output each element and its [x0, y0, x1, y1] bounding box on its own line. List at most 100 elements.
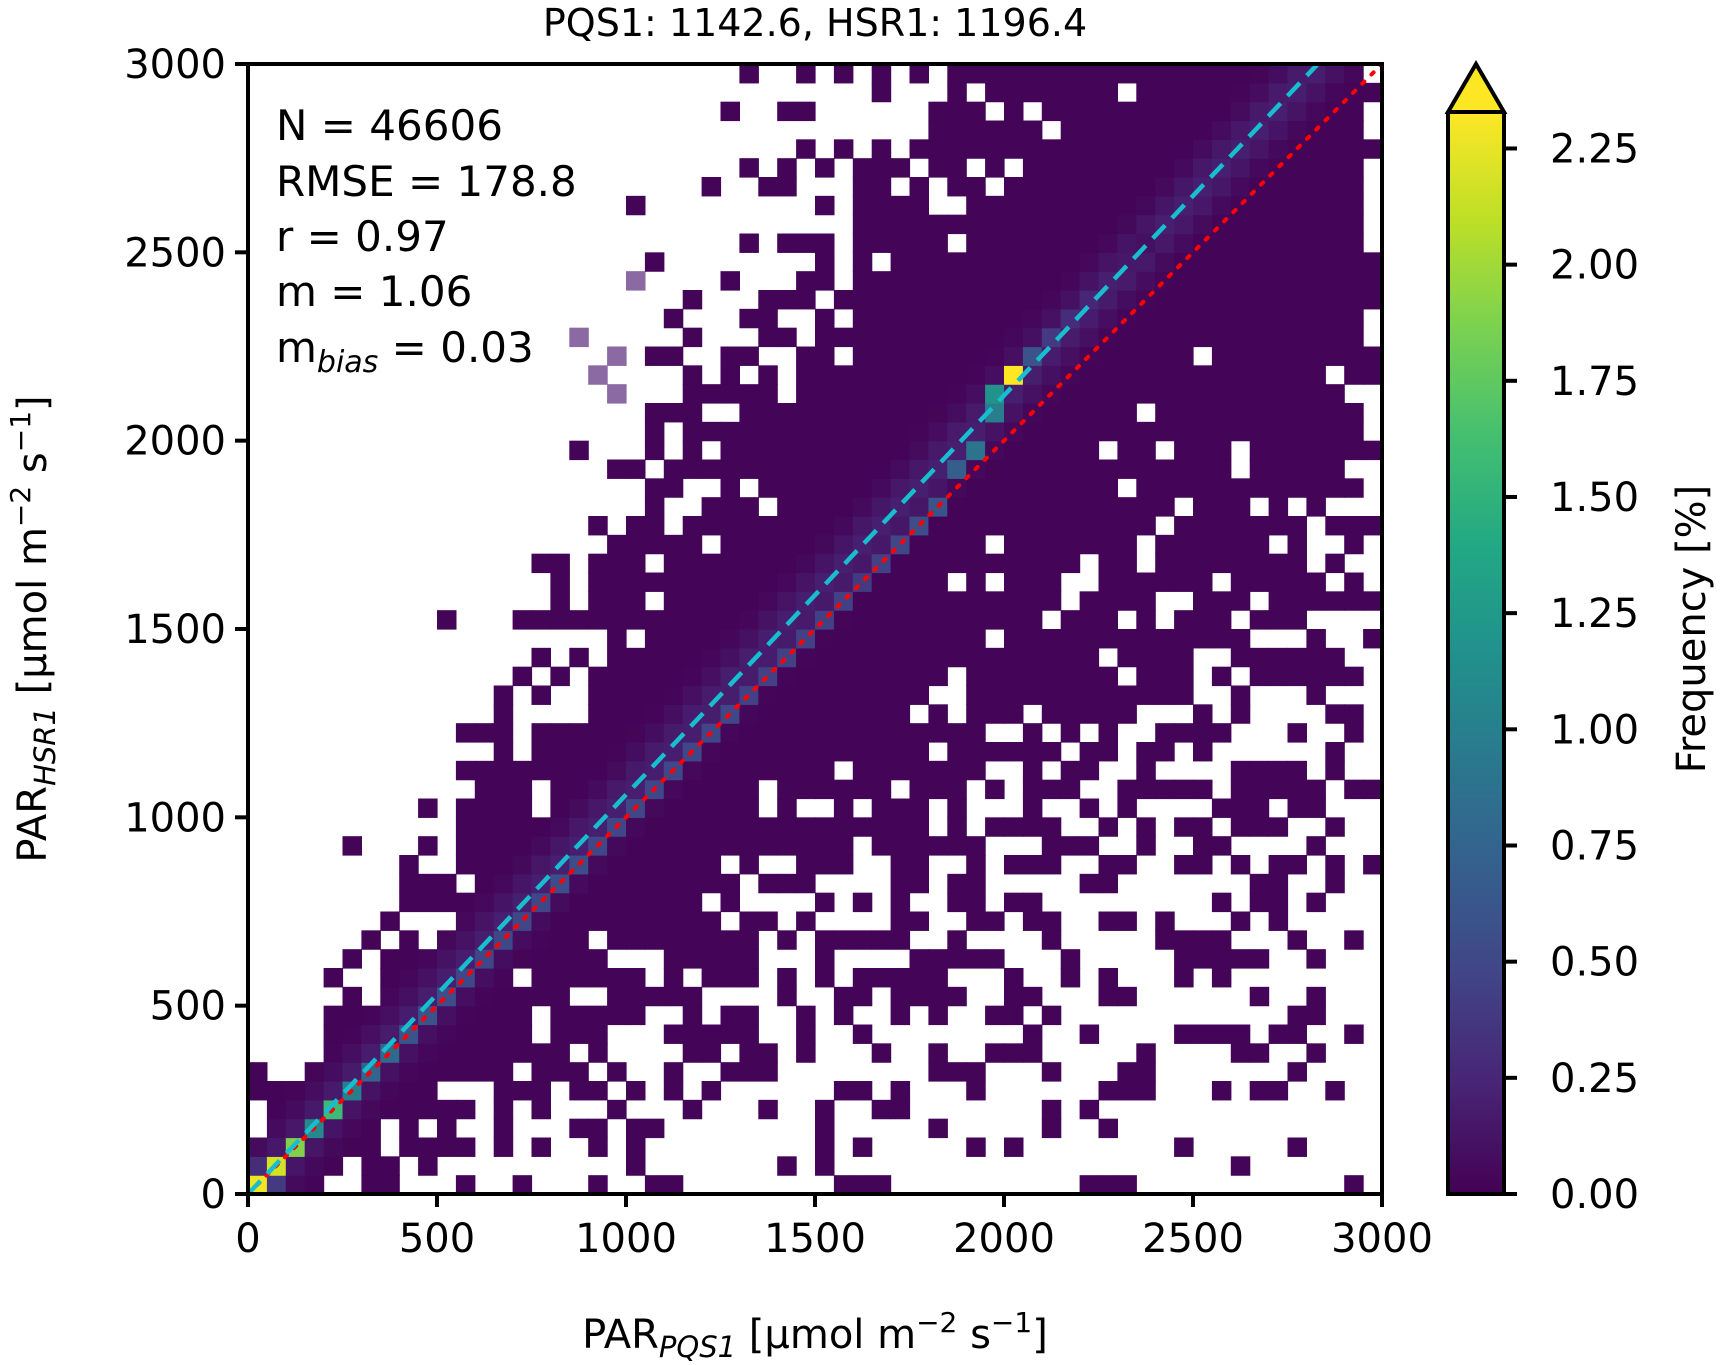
heatmap-cell — [1098, 534, 1118, 555]
heatmap-cell — [418, 873, 438, 894]
heatmap-cell — [399, 1099, 419, 1120]
heatmap-cell — [1193, 704, 1213, 724]
heatmap-cell — [852, 308, 873, 329]
heatmap-cell — [1060, 779, 1081, 800]
heatmap-cell — [1249, 440, 1270, 461]
heatmap-cell — [361, 1005, 381, 1026]
heatmap-cell — [1022, 195, 1043, 216]
heatmap-cell — [852, 742, 873, 762]
heatmap-cell — [947, 760, 967, 781]
colorbar-tick-label: 1.75 — [1550, 359, 1639, 405]
heatmap-cell — [1022, 572, 1043, 592]
heatmap-cell — [1193, 723, 1213, 743]
heatmap-cell — [644, 911, 665, 931]
heatmap-cell — [909, 271, 929, 291]
heatmap-cell — [474, 892, 495, 913]
heatmap-cell — [1022, 421, 1043, 442]
heatmap-cell — [777, 233, 797, 253]
heatmap-cell — [871, 647, 892, 668]
heatmap-cell — [985, 742, 1005, 762]
heatmap-cell — [437, 892, 457, 913]
heatmap-cell — [947, 82, 967, 103]
heatmap-cell — [796, 836, 816, 856]
heatmap-cell — [1004, 968, 1024, 988]
heatmap-cell — [607, 798, 627, 818]
heatmap-cell — [1249, 214, 1270, 235]
heatmap-cell — [1117, 290, 1137, 310]
heatmap-cell — [682, 1099, 703, 1120]
heatmap-cell — [966, 949, 986, 969]
y-tick-label: 0 — [201, 1172, 226, 1218]
heatmap-cell — [701, 911, 722, 931]
heatmap-cell — [815, 327, 835, 348]
heatmap-cell — [1193, 855, 1213, 875]
heatmap-cell — [1268, 101, 1289, 122]
heatmap-cell — [1117, 403, 1137, 423]
heatmap-cell — [1004, 195, 1024, 216]
heatmap-cell — [512, 779, 533, 800]
heatmap-cell — [1193, 327, 1213, 348]
heatmap-cell — [758, 572, 778, 592]
heatmap-cell — [947, 723, 967, 743]
heatmap-cell — [1098, 1118, 1118, 1139]
heatmap-cell — [947, 271, 967, 291]
heatmap-cell — [1193, 101, 1213, 122]
heatmap-cell — [1174, 120, 1194, 140]
heatmap-cell — [928, 440, 948, 461]
heatmap-cell — [1344, 346, 1364, 366]
heatmap-cell — [626, 1118, 646, 1139]
heatmap-cell — [644, 836, 665, 856]
heatmap-cell — [947, 459, 967, 479]
heatmap-cell — [1041, 308, 1062, 329]
heatmap-cell — [1325, 553, 1345, 574]
heatmap-cell — [1325, 421, 1345, 442]
heatmap-cell — [1363, 365, 1382, 385]
heatmap-cell — [569, 1118, 589, 1139]
heatmap-cell — [796, 911, 816, 931]
heatmap-cell — [1306, 986, 1326, 1007]
heatmap-cell — [512, 873, 533, 894]
heatmap-cell — [1022, 986, 1043, 1007]
heatmap-cell — [1268, 195, 1289, 216]
heatmap-cell — [1098, 629, 1118, 649]
heatmap-cell — [928, 101, 948, 122]
heatmap-cell — [493, 742, 514, 762]
heatmap-cell — [1230, 534, 1251, 555]
heatmap-cell — [644, 855, 665, 875]
heatmap-cell — [777, 591, 797, 611]
heatmap-cell — [531, 1081, 551, 1101]
heatmap-cell — [758, 723, 778, 743]
heatmap-cell — [1287, 1137, 1307, 1157]
heatmap-cell — [985, 478, 1005, 498]
heatmap-cell — [1287, 760, 1307, 781]
heatmap-cell — [1041, 817, 1062, 837]
heatmap-cell — [682, 1043, 703, 1063]
heatmap-cell — [474, 1062, 495, 1082]
heatmap-cell — [1004, 64, 1024, 84]
heatmap-cell — [1211, 629, 1232, 649]
heatmap-cell — [852, 1024, 873, 1044]
heatmap-cell — [1174, 214, 1194, 235]
heatmap-cell — [1325, 290, 1345, 310]
heatmap-cell — [1136, 497, 1156, 517]
heatmap-cell — [682, 572, 703, 592]
heatmap-cell — [815, 760, 835, 781]
heatmap-cell — [1004, 214, 1024, 235]
heatmap-cell — [796, 497, 816, 517]
heatmap-cell — [1041, 629, 1062, 649]
heatmap-cell — [739, 742, 759, 762]
heatmap-cell — [1136, 742, 1156, 762]
heatmap-cell — [928, 516, 948, 536]
heatmap-cell — [966, 101, 986, 122]
heatmap-cell — [1079, 534, 1100, 555]
heatmap-cell — [626, 930, 646, 950]
heatmap-cell — [1155, 384, 1175, 404]
heatmap-cell — [1268, 478, 1289, 498]
heatmap-cell — [1249, 817, 1270, 837]
heatmap-cell — [739, 1043, 759, 1063]
heatmap-cell — [1193, 1024, 1213, 1044]
heatmap-cell — [644, 817, 665, 837]
heatmap-cell — [304, 1062, 325, 1082]
heatmap-cell — [1155, 723, 1175, 743]
heatmap-cell — [758, 1043, 778, 1063]
